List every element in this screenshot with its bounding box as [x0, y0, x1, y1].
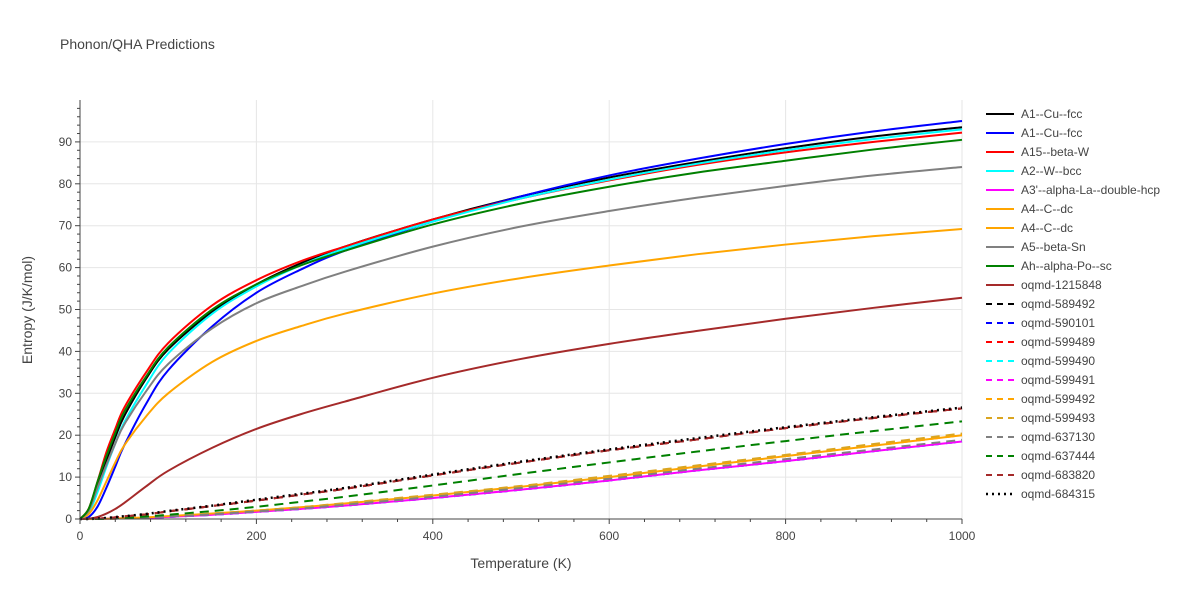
legend-label: A2--W--bcc	[1021, 164, 1081, 178]
legend-label: oqmd-637444	[1021, 449, 1095, 463]
axes-layer: 0 200 400 600 800 1000 0 10 20 30 40 50 60 70 80 90	[59, 100, 976, 543]
legend-label: oqmd-589492	[1021, 297, 1095, 311]
legend-item[interactable]: A2--W--bcc	[986, 164, 1081, 178]
y-tick-label: 80	[59, 177, 73, 191]
grid-layer	[80, 100, 963, 519]
y-tick-label: 40	[59, 344, 73, 358]
legend-item[interactable]: A1--Cu--fcc	[986, 126, 1082, 140]
legend-label: oqmd-684315	[1021, 487, 1095, 501]
legend-item[interactable]: A1--Cu--fcc	[986, 107, 1082, 121]
y-axis-title: Entropy (J/K/mol)	[19, 256, 35, 364]
legend-item[interactable]: A5--beta-Sn	[986, 240, 1086, 254]
legend-label: A15--beta-W	[1021, 145, 1090, 159]
series-line-a4-c-dc[interactable]	[79, 228, 963, 520]
series-line-oqmd-684315[interactable]	[79, 406, 963, 521]
y-tick-label: 70	[59, 219, 73, 233]
legend-label: oqmd-599493	[1021, 411, 1095, 425]
legend-item[interactable]: oqmd-599490	[986, 354, 1095, 368]
legend-item[interactable]: Ah--alpha-Po--sc	[986, 259, 1112, 273]
series-layer	[79, 119, 963, 521]
series-line-a1-cu-fcc[interactable]	[79, 126, 963, 520]
y-tick-label: 10	[59, 470, 73, 484]
series-line-oqmd-1215848[interactable]	[79, 296, 963, 520]
legend-item[interactable]: oqmd-637444	[986, 449, 1095, 463]
legend-label: oqmd-637130	[1021, 430, 1095, 444]
legend-item[interactable]: A4--C--dc	[986, 202, 1073, 216]
x-tick-label: 800	[776, 529, 796, 543]
series-line-oqmd-590101[interactable]	[80, 440, 963, 521]
legend-label: oqmd-599491	[1021, 373, 1095, 387]
x-tick-label: 1000	[949, 529, 976, 543]
legend-item[interactable]: oqmd-1215848	[986, 278, 1102, 292]
legend-item[interactable]: A4--C--dc	[986, 221, 1073, 235]
legend-label: A3'--alpha-La--double-hcp	[1021, 183, 1160, 197]
legend-label: A4--C--dc	[1021, 221, 1073, 235]
legend-item[interactable]: oqmd-599493	[986, 411, 1095, 425]
y-tick-label: 20	[59, 428, 73, 442]
series-line-oqmd-637444[interactable]	[80, 420, 963, 521]
chart-title: Phonon/QHA Predictions	[60, 36, 215, 52]
x-tick-label: 0	[77, 529, 84, 543]
x-axis-title: Temperature (K)	[470, 555, 571, 571]
series-line-a5-beta-sn[interactable]	[79, 166, 963, 520]
legend-label: A1--Cu--fcc	[1021, 107, 1082, 121]
legend-label: A5--beta-Sn	[1021, 240, 1086, 254]
series-line-oqmd-589492[interactable]	[79, 407, 963, 521]
legend-label: oqmd-599489	[1021, 335, 1095, 349]
series-line-oqmd-599491[interactable]	[80, 440, 963, 521]
series-line-oqmd-683820[interactable]	[79, 407, 963, 521]
x-tick-label: 600	[599, 529, 619, 543]
legend-item[interactable]: oqmd-599492	[986, 392, 1095, 406]
y-tick-label: 0	[65, 512, 72, 526]
legend-label: A1--Cu--fcc	[1021, 126, 1082, 140]
series-line-oqmd-599490[interactable]	[80, 440, 963, 521]
legend-item[interactable]: oqmd-683820	[986, 468, 1095, 482]
x-tick-label: 200	[246, 529, 266, 543]
series-line-a15-beta-w[interactable]	[79, 131, 963, 520]
legend-label: oqmd-599492	[1021, 392, 1095, 406]
legend-label: Ah--alpha-Po--sc	[1021, 259, 1112, 273]
legend-label: oqmd-599490	[1021, 354, 1095, 368]
legend-label: oqmd-1215848	[1021, 278, 1102, 292]
series-line-ah-alpha-po-sc[interactable]	[79, 138, 963, 520]
legend-item[interactable]: A3'--alpha-La--double-hcp	[986, 183, 1160, 197]
series-line-a1-cu-fcc[interactable]	[79, 119, 963, 520]
legend-label: A4--C--dc	[1021, 202, 1073, 216]
legend[interactable]: A1--Cu--fcc A1--Cu--fcc A15--beta-W A2--W--…	[986, 107, 1160, 501]
y-tick-label: 30	[59, 386, 73, 400]
legend-item[interactable]: A15--beta-W	[986, 145, 1090, 159]
legend-item[interactable]: oqmd-599491	[986, 373, 1095, 387]
legend-label: oqmd-683820	[1021, 468, 1095, 482]
series-line-a3-alpha-la-double-hcp[interactable]	[80, 440, 963, 521]
legend-item[interactable]: oqmd-589492	[986, 297, 1095, 311]
legend-item[interactable]: oqmd-684315	[986, 487, 1095, 501]
x-tick-label: 400	[423, 529, 443, 543]
y-tick-label: 60	[59, 261, 73, 275]
y-tick-label: 90	[59, 135, 73, 149]
series-line-oqmd-599489[interactable]	[79, 407, 963, 521]
legend-label: oqmd-590101	[1021, 316, 1095, 330]
legend-item[interactable]: oqmd-590101	[986, 316, 1095, 330]
legend-item[interactable]: oqmd-637130	[986, 430, 1095, 444]
y-tick-label: 50	[59, 303, 73, 317]
legend-item[interactable]: oqmd-599489	[986, 335, 1095, 349]
